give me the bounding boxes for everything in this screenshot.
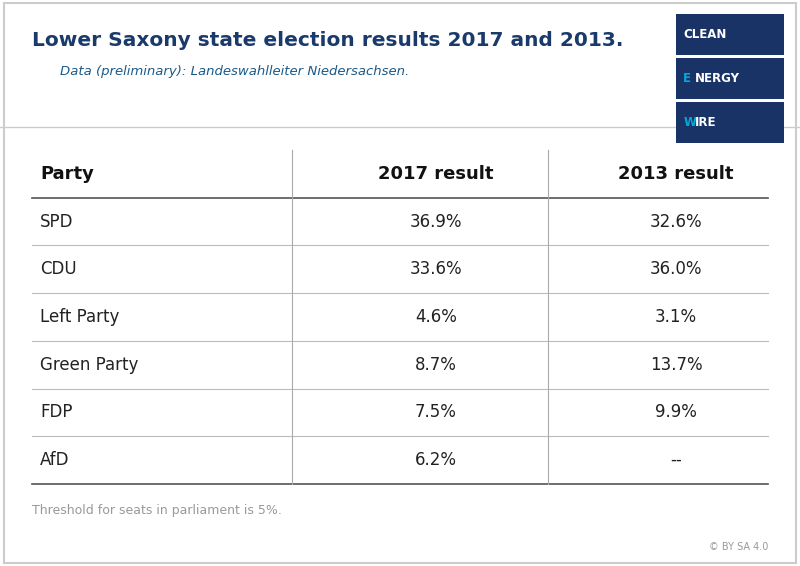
Text: 8.7%: 8.7% xyxy=(415,355,457,374)
Text: SPD: SPD xyxy=(40,213,74,230)
Text: 3.1%: 3.1% xyxy=(655,308,697,326)
Text: CLEAN: CLEAN xyxy=(683,28,726,41)
Text: Green Party: Green Party xyxy=(40,355,138,374)
Text: FDP: FDP xyxy=(40,404,73,421)
Text: 36.9%: 36.9% xyxy=(410,213,462,230)
Text: E: E xyxy=(683,72,691,85)
Text: CDU: CDU xyxy=(40,260,77,278)
Text: --: -- xyxy=(670,451,682,469)
Text: Left Party: Left Party xyxy=(40,308,119,326)
Text: 33.6%: 33.6% xyxy=(410,260,462,278)
Text: NERGY: NERGY xyxy=(695,72,740,85)
Text: 9.9%: 9.9% xyxy=(655,404,697,421)
Text: 2013 result: 2013 result xyxy=(618,165,734,183)
Text: 4.6%: 4.6% xyxy=(415,308,457,326)
Text: W: W xyxy=(683,117,696,129)
Text: © BY SA 4.0: © BY SA 4.0 xyxy=(709,542,768,552)
Text: AfD: AfD xyxy=(40,451,70,469)
Text: 36.0%: 36.0% xyxy=(650,260,702,278)
Text: Party: Party xyxy=(40,165,94,183)
Text: 13.7%: 13.7% xyxy=(650,355,702,374)
Text: Threshold for seats in parliament is 5%.: Threshold for seats in parliament is 5%. xyxy=(32,504,282,517)
Text: Data (preliminary): Landeswahlleiter Niedersachsen.: Data (preliminary): Landeswahlleiter Nie… xyxy=(60,65,410,78)
Text: 6.2%: 6.2% xyxy=(415,451,457,469)
Text: 7.5%: 7.5% xyxy=(415,404,457,421)
Text: 32.6%: 32.6% xyxy=(650,213,702,230)
Text: Lower Saxony state election results 2017 and 2013.: Lower Saxony state election results 2017… xyxy=(32,31,623,50)
Text: IRE: IRE xyxy=(695,117,717,129)
Text: 2017 result: 2017 result xyxy=(378,165,494,183)
